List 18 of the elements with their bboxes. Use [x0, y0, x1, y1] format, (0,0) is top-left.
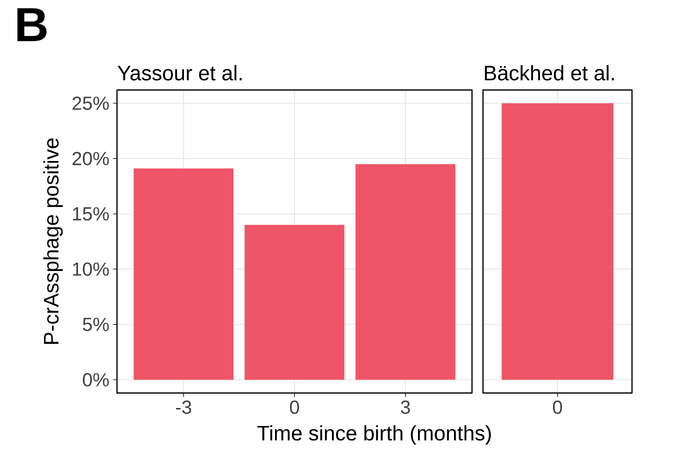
x-axis-title: Time since birth (months) [257, 425, 491, 445]
bar [134, 168, 234, 380]
x-tick-label: 3 [400, 400, 410, 414]
y-tick-label: 15% [73, 207, 109, 221]
x-tick-label: 0 [290, 400, 300, 414]
chart-title: Bäckhed et al. [484, 65, 614, 80]
text: B [17, 8, 47, 42]
y-tick-label: 20% [72, 152, 109, 166]
chart-title: Yassour et al. [118, 65, 242, 80]
bar [356, 164, 456, 380]
y-tick-label: 10% [73, 262, 109, 276]
y-tick-label: 0% [82, 373, 109, 386]
y-axis-title: P-crAssphage positive [43, 138, 63, 344]
x-tick-label: -3 [176, 400, 192, 414]
bar [244, 224, 344, 380]
y-tick-label: 25% [72, 96, 109, 110]
y-tick-label: 5% [82, 318, 109, 332]
x-tick-label: 0 [552, 400, 562, 414]
